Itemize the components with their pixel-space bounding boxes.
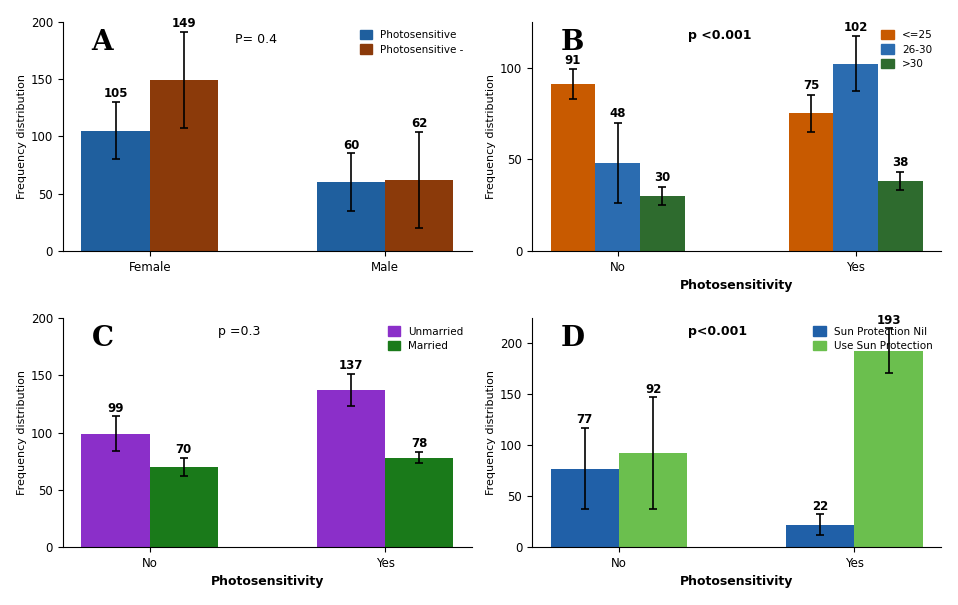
Bar	[385, 180, 453, 251]
Text: 30: 30	[654, 171, 671, 184]
Text: D: D	[560, 325, 584, 352]
Y-axis label: Frequency distribution: Frequency distribution	[16, 74, 27, 199]
Text: 60: 60	[343, 139, 359, 152]
Text: p<0.001: p<0.001	[688, 325, 746, 338]
Bar	[149, 80, 218, 251]
Text: A: A	[91, 28, 113, 56]
Text: 78: 78	[411, 437, 427, 450]
X-axis label: Photosensitivity: Photosensitivity	[680, 279, 793, 292]
Text: C: C	[91, 325, 113, 352]
Bar	[385, 458, 453, 547]
Text: 48: 48	[609, 107, 626, 120]
Y-axis label: Frequency distribution: Frequency distribution	[486, 370, 496, 495]
X-axis label: Photosensitivity: Photosensitivity	[680, 575, 793, 588]
Bar	[317, 390, 385, 547]
Bar	[595, 163, 640, 251]
Bar	[551, 469, 619, 547]
X-axis label: Photosensitivity: Photosensitivity	[211, 575, 324, 588]
Text: p =0.3: p =0.3	[218, 325, 261, 338]
Text: 105: 105	[103, 87, 127, 100]
Bar	[317, 182, 385, 251]
Text: 193: 193	[877, 313, 901, 327]
Legend: Sun Protection Nil, Use Sun Protection: Sun Protection Nil, Use Sun Protection	[810, 323, 936, 354]
Text: 149: 149	[171, 18, 196, 30]
Bar	[788, 113, 833, 251]
Bar	[149, 467, 218, 547]
Text: 91: 91	[565, 54, 582, 67]
Text: B: B	[560, 28, 584, 56]
Bar	[619, 453, 687, 547]
Legend: <=25, 26-30, >30: <=25, 26-30, >30	[878, 27, 936, 72]
Text: 77: 77	[577, 413, 593, 427]
Bar	[855, 350, 923, 547]
Text: 92: 92	[645, 383, 661, 396]
Y-axis label: Frequency distribution: Frequency distribution	[486, 74, 496, 199]
Text: 22: 22	[812, 500, 829, 513]
Text: 70: 70	[175, 443, 192, 456]
Text: 75: 75	[803, 79, 819, 93]
Text: 137: 137	[339, 359, 363, 372]
Bar	[81, 434, 149, 547]
Y-axis label: Frequency distribution: Frequency distribution	[16, 370, 27, 495]
Bar	[833, 64, 878, 251]
Text: 99: 99	[107, 402, 124, 415]
Bar	[787, 525, 855, 547]
Legend: Unmarried, Married: Unmarried, Married	[384, 323, 467, 354]
Bar	[551, 84, 595, 251]
Text: 62: 62	[411, 117, 427, 130]
Bar	[640, 196, 685, 251]
Text: P= 0.4: P= 0.4	[235, 33, 277, 46]
Text: 102: 102	[843, 21, 868, 34]
Text: 38: 38	[892, 156, 908, 169]
Text: p <0.001: p <0.001	[688, 28, 751, 42]
Bar	[81, 131, 149, 251]
Legend: Photosensitive, Photosensitive -: Photosensitive, Photosensitive -	[356, 27, 467, 58]
Bar	[878, 181, 923, 251]
